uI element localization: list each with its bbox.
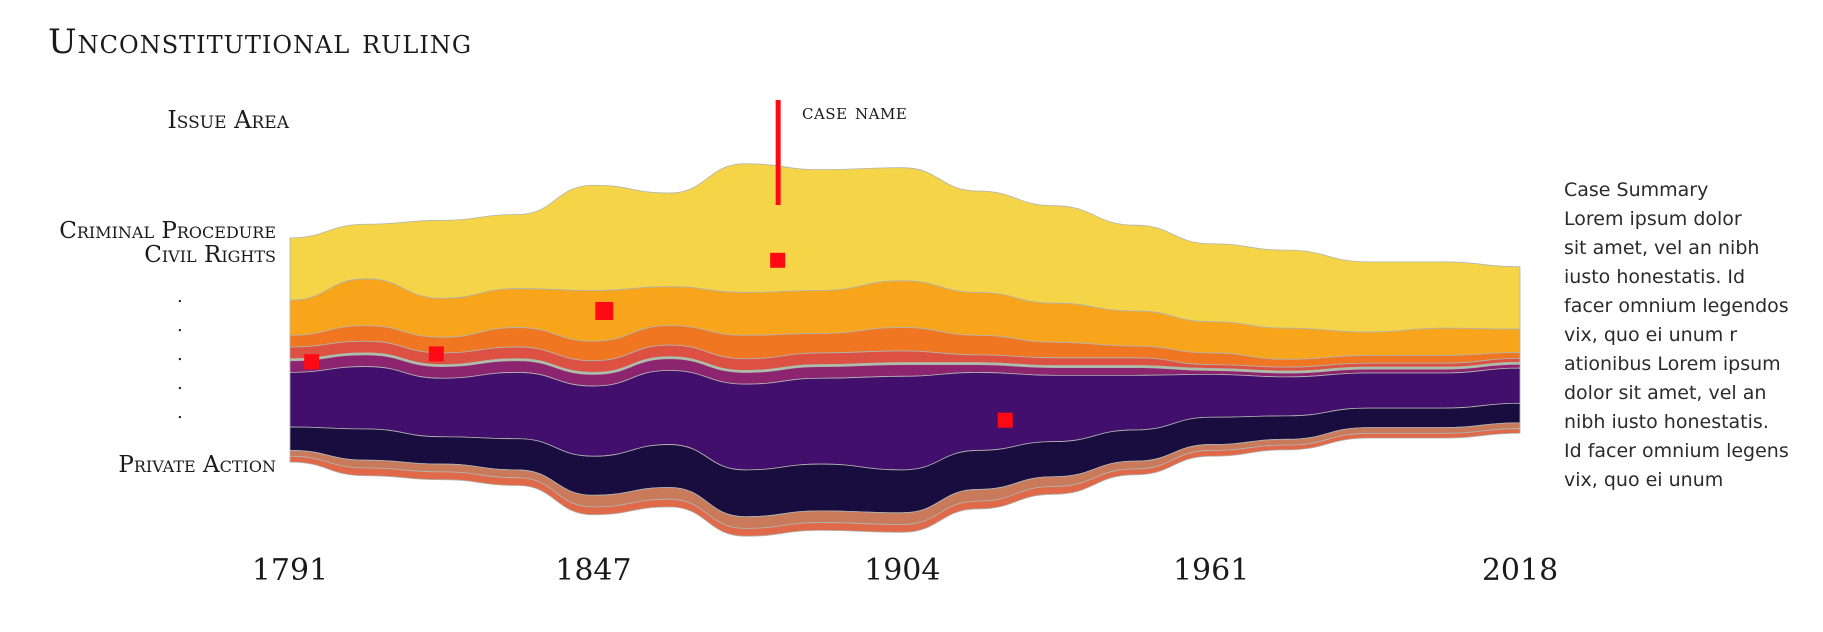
- x-tick-label: 1847: [555, 553, 632, 588]
- ruling-marker[interactable]: [428, 346, 444, 362]
- x-tick-label: 1904: [864, 553, 941, 588]
- chart-title: Unconstitutional ruling: [48, 22, 472, 62]
- category-dot: .: [177, 373, 183, 394]
- ruling-marker[interactable]: [770, 252, 786, 268]
- category-dot: .: [177, 402, 183, 423]
- category-label-criminal-procedure[interactable]: Criminal Procedure: [59, 218, 276, 244]
- case-summary-panel: Case Summary Lorem ipsum dolor sit amet,…: [1564, 176, 1814, 495]
- ruling-marker[interactable]: [997, 412, 1013, 428]
- category-label-private-action[interactable]: Private Action: [118, 452, 276, 478]
- x-tick-label: 1791: [251, 553, 329, 588]
- ruling-marker[interactable]: [304, 354, 320, 370]
- category-dot: .: [177, 286, 183, 307]
- case-indicator-line: [775, 100, 781, 205]
- case-summary-text: Lorem ipsum dolor sit amet, vel an nibh …: [1564, 208, 1789, 491]
- category-label-civil-rights[interactable]: Civil Rights: [144, 242, 276, 268]
- category-dot: .: [177, 344, 183, 365]
- ruling-marker[interactable]: [595, 302, 614, 320]
- case-summary-title: Case Summary: [1564, 179, 1709, 201]
- category-dot: .: [177, 315, 183, 336]
- issue-area-label: Issue Area: [167, 106, 289, 134]
- stream-layer-9[interactable]: [289, 428, 1521, 537]
- x-tick-label: 2018: [1481, 553, 1559, 588]
- case-name-label: case name: [802, 100, 908, 125]
- x-tick-label: 1961: [1172, 553, 1250, 588]
